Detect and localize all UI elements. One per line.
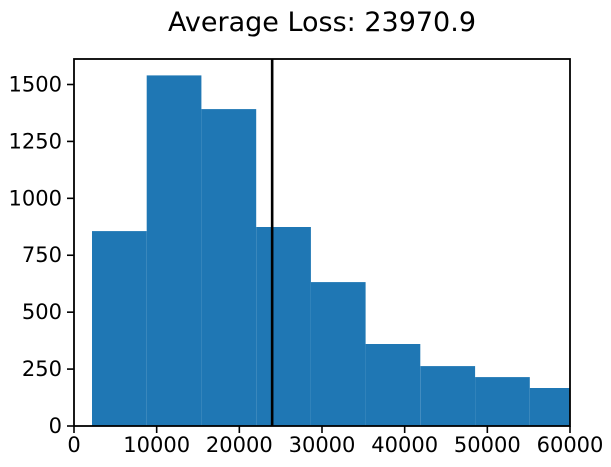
chart-title: Average Loss: 23970.9 — [167, 7, 476, 38]
histogram-bar — [310, 282, 366, 426]
y-tick-label: 1250 — [9, 129, 62, 153]
histogram-bar — [365, 344, 421, 426]
y-tick-label: 1500 — [9, 72, 62, 96]
histogram-bar — [529, 388, 570, 426]
y-tick-label: 750 — [22, 243, 62, 267]
x-tick-label: 40000 — [371, 433, 438, 457]
y-tick-label: 500 — [22, 300, 62, 324]
histogram-bar — [92, 231, 147, 426]
y-tick-label: 0 — [49, 414, 62, 438]
histogram-bar — [475, 377, 530, 426]
histogram-bar — [256, 227, 311, 426]
x-tick-label: 10000 — [123, 433, 190, 457]
x-tick-label: 30000 — [289, 433, 356, 457]
x-tick-label: 20000 — [206, 433, 273, 457]
histogram-bar — [201, 109, 257, 426]
x-tick-label: 60000 — [537, 433, 604, 457]
x-tick-label: 0 — [67, 433, 80, 457]
y-tick-label: 250 — [22, 357, 62, 381]
x-tick-label: 50000 — [454, 433, 521, 457]
y-tick-label: 1000 — [9, 186, 62, 210]
histogram-bar — [420, 366, 476, 426]
histogram-bar — [146, 75, 202, 427]
